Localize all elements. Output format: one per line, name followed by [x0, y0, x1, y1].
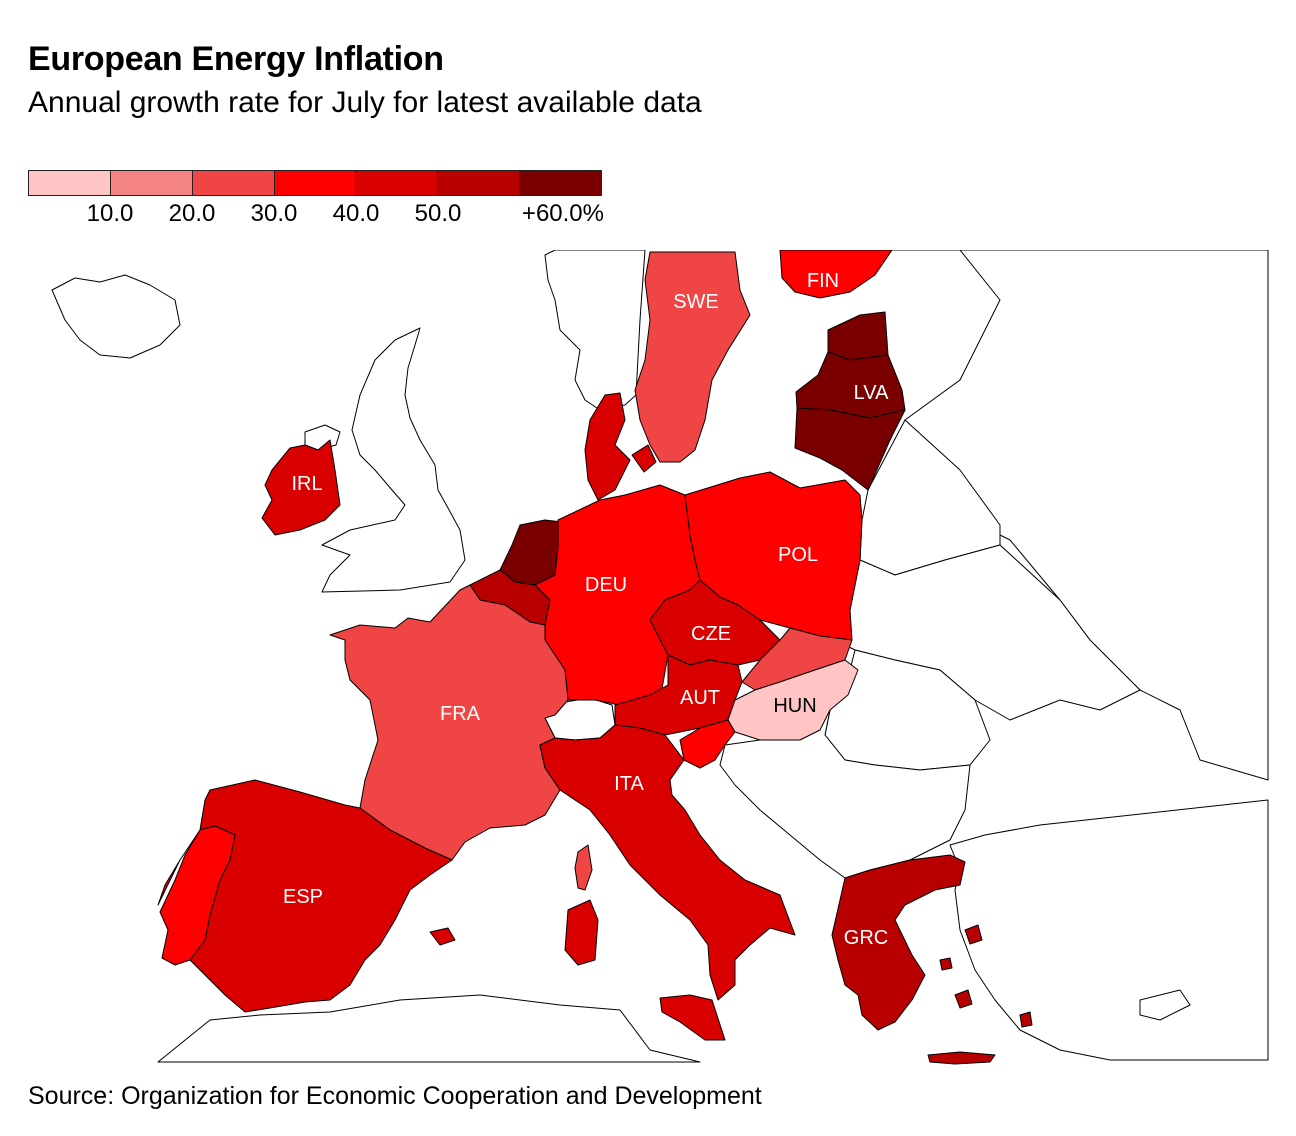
color-legend: 10.0 20.0 30.0 40.0 50.0 +60.0% — [28, 170, 604, 228]
sicily-shape — [659, 994, 726, 1041]
crete-shape — [927, 1051, 996, 1065]
denmark-islands-shape — [631, 444, 657, 473]
germany-shape — [534, 484, 701, 706]
finland-shape — [779, 250, 893, 299]
slovenia-shape — [679, 719, 736, 769]
lithuania-shape — [794, 407, 906, 491]
legend-swatch-1 — [29, 171, 111, 195]
legend-swatch-7 — [520, 171, 602, 195]
legend-swatch-4 — [274, 171, 357, 195]
balearics-shape — [429, 927, 456, 946]
legend-color-bar — [28, 170, 602, 196]
north-africa-shape — [157, 994, 701, 1063]
netherlands-shape — [499, 519, 563, 586]
legend-tick-60: +60.0% — [521, 200, 604, 227]
ukraine-shape — [844, 544, 1141, 721]
portugal-shape — [159, 825, 236, 966]
label-cze: CZE — [691, 623, 731, 645]
norway-shape — [544, 250, 646, 411]
label-swe: SWE — [673, 291, 719, 313]
europe-map: SWE FIN LVA IRL DEU POL CZE AUT HUN FRA … — [51, 250, 1269, 1065]
legend-swatch-2 — [110, 171, 193, 195]
corsica-shape — [574, 844, 593, 891]
legend-swatch-5 — [356, 171, 439, 195]
chart-title: European Energy Inflation — [28, 40, 444, 78]
aegean-islands-shape — [939, 924, 1033, 1028]
legend-swatch-3 — [192, 171, 275, 195]
label-lva: LVA — [854, 382, 889, 404]
legend-tick-20: 20.0 — [168, 200, 216, 227]
label-irl: IRL — [291, 473, 322, 495]
label-deu: DEU — [585, 574, 627, 596]
latvia-shape — [795, 351, 906, 419]
greece-shape — [831, 854, 966, 1031]
label-hun: HUN — [773, 695, 816, 717]
label-grc: GRC — [844, 927, 888, 949]
label-fin: FIN — [807, 270, 839, 292]
great-britain-shape — [321, 327, 466, 593]
ireland-shape — [261, 439, 341, 536]
cyprus-shape — [1139, 989, 1191, 1021]
legend-tick-40: 40.0 — [332, 200, 380, 227]
sweden-shape — [634, 251, 751, 463]
legend-tick-10: 10.0 — [86, 200, 134, 227]
label-aut: AUT — [680, 687, 720, 709]
iceland-shape — [51, 274, 181, 359]
denmark-shape — [584, 392, 631, 501]
label-pol: POL — [778, 544, 818, 566]
label-ita: ITA — [614, 773, 644, 795]
legend-tick-30: 30.0 — [250, 200, 298, 227]
label-esp: ESP — [283, 886, 323, 908]
source-note: Source: Organization for Economic Cooper… — [28, 1082, 762, 1110]
balkans-shape — [719, 709, 971, 879]
chart-subtitle: Annual growth rate for July for latest a… — [28, 86, 702, 119]
sardinia-shape — [564, 899, 599, 966]
estonia-shape — [827, 311, 889, 361]
label-fra: FRA — [440, 703, 481, 725]
italy-shape — [539, 724, 796, 1001]
legend-swatch-6 — [438, 171, 521, 195]
turkey-shape — [949, 799, 1269, 1061]
legend-tick-50: 50.0 — [414, 200, 462, 227]
